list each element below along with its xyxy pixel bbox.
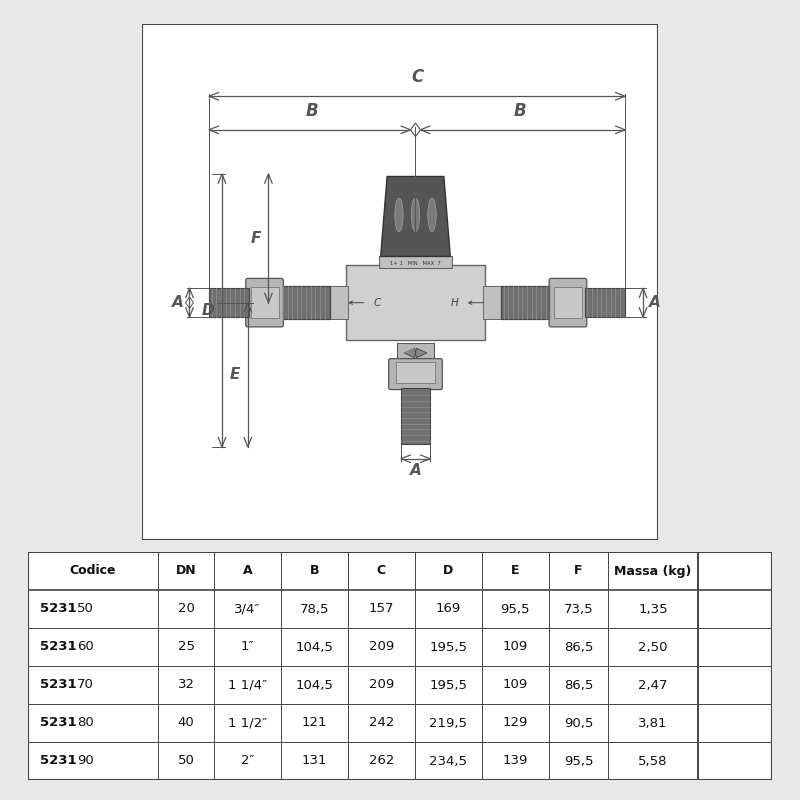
Text: 234,5: 234,5 xyxy=(430,754,467,767)
Text: 5231: 5231 xyxy=(40,602,77,615)
Text: 95,5: 95,5 xyxy=(501,602,530,615)
Text: 1″: 1″ xyxy=(241,641,254,654)
Text: E: E xyxy=(511,565,519,578)
Text: 78,5: 78,5 xyxy=(300,602,329,615)
Text: 60: 60 xyxy=(77,641,94,654)
Text: A: A xyxy=(242,565,252,578)
Text: 104,5: 104,5 xyxy=(295,678,334,691)
Text: 242: 242 xyxy=(369,717,394,730)
Text: D: D xyxy=(202,303,214,318)
Text: A: A xyxy=(410,462,422,478)
Text: 2,47: 2,47 xyxy=(638,678,668,691)
Text: 169: 169 xyxy=(436,602,461,615)
Text: 195,5: 195,5 xyxy=(430,678,467,691)
Text: 50: 50 xyxy=(77,602,94,615)
Text: 90: 90 xyxy=(77,754,94,767)
Text: 157: 157 xyxy=(369,602,394,615)
Text: E: E xyxy=(230,367,240,382)
Text: 1 1/2″: 1 1/2″ xyxy=(228,717,267,730)
FancyBboxPatch shape xyxy=(251,287,278,318)
Text: 139: 139 xyxy=(502,754,528,767)
Text: C: C xyxy=(377,565,386,578)
Text: 90,5: 90,5 xyxy=(564,717,594,730)
Bar xyxy=(401,387,430,444)
Text: 1+ 1   MIN   MAX  7: 1+ 1 MIN MAX 7 xyxy=(390,261,441,266)
Text: 2″: 2″ xyxy=(241,754,254,767)
Text: A: A xyxy=(649,295,660,310)
Bar xyxy=(585,288,625,317)
Text: 209: 209 xyxy=(369,678,394,691)
Text: 5231: 5231 xyxy=(40,717,77,730)
FancyBboxPatch shape xyxy=(397,343,434,362)
Text: 20: 20 xyxy=(178,602,194,615)
Text: 195,5: 195,5 xyxy=(430,641,467,654)
Polygon shape xyxy=(381,177,450,257)
Ellipse shape xyxy=(411,198,420,232)
Text: 3,81: 3,81 xyxy=(638,717,668,730)
Bar xyxy=(330,286,349,319)
Text: 25: 25 xyxy=(178,641,194,654)
Text: F: F xyxy=(250,230,261,246)
Ellipse shape xyxy=(428,198,436,232)
Text: B: B xyxy=(306,102,318,121)
Polygon shape xyxy=(404,348,427,358)
Text: 86,5: 86,5 xyxy=(564,678,594,691)
Text: 3/4″: 3/4″ xyxy=(234,602,261,615)
Text: 121: 121 xyxy=(302,717,327,730)
Text: Massa (kg): Massa (kg) xyxy=(614,565,692,578)
Text: 104,5: 104,5 xyxy=(295,641,334,654)
Text: 1,35: 1,35 xyxy=(638,602,668,615)
Text: 5231: 5231 xyxy=(40,641,77,654)
Text: 109: 109 xyxy=(502,678,528,691)
Bar xyxy=(280,286,330,319)
Text: 1 1/4″: 1 1/4″ xyxy=(228,678,267,691)
Text: 32: 32 xyxy=(178,678,194,691)
Text: DN: DN xyxy=(176,565,197,578)
Text: 131: 131 xyxy=(302,754,327,767)
Text: B: B xyxy=(514,102,526,121)
FancyBboxPatch shape xyxy=(396,362,434,383)
Text: 40: 40 xyxy=(178,717,194,730)
Text: A: A xyxy=(172,295,184,310)
Ellipse shape xyxy=(395,198,403,232)
FancyBboxPatch shape xyxy=(246,278,283,327)
Text: B: B xyxy=(310,565,319,578)
Text: 209: 209 xyxy=(369,641,394,654)
Bar xyxy=(209,288,250,317)
FancyBboxPatch shape xyxy=(346,266,485,340)
Text: 80: 80 xyxy=(77,717,94,730)
Bar xyxy=(501,286,551,319)
FancyBboxPatch shape xyxy=(549,278,586,327)
Text: 109: 109 xyxy=(502,641,528,654)
Text: C: C xyxy=(411,68,423,86)
Text: 219,5: 219,5 xyxy=(430,717,467,730)
FancyBboxPatch shape xyxy=(389,358,442,390)
Text: Codice: Codice xyxy=(70,565,116,578)
Text: C: C xyxy=(373,298,381,308)
Text: D: D xyxy=(443,565,454,578)
Text: F: F xyxy=(574,565,583,578)
Text: 50: 50 xyxy=(178,754,194,767)
Text: 5,58: 5,58 xyxy=(638,754,668,767)
Text: H: H xyxy=(450,298,458,308)
Polygon shape xyxy=(186,297,194,308)
Text: 70: 70 xyxy=(77,678,94,691)
Bar xyxy=(379,257,451,268)
FancyBboxPatch shape xyxy=(554,287,582,318)
Text: 262: 262 xyxy=(369,754,394,767)
Text: 95,5: 95,5 xyxy=(564,754,594,767)
Text: 73,5: 73,5 xyxy=(564,602,594,615)
Bar xyxy=(482,286,501,319)
Text: 2,50: 2,50 xyxy=(638,641,668,654)
Text: 5231: 5231 xyxy=(40,754,77,767)
Text: 5231: 5231 xyxy=(40,678,77,691)
Text: 86,5: 86,5 xyxy=(564,641,594,654)
Polygon shape xyxy=(410,123,421,137)
Text: 129: 129 xyxy=(502,717,528,730)
